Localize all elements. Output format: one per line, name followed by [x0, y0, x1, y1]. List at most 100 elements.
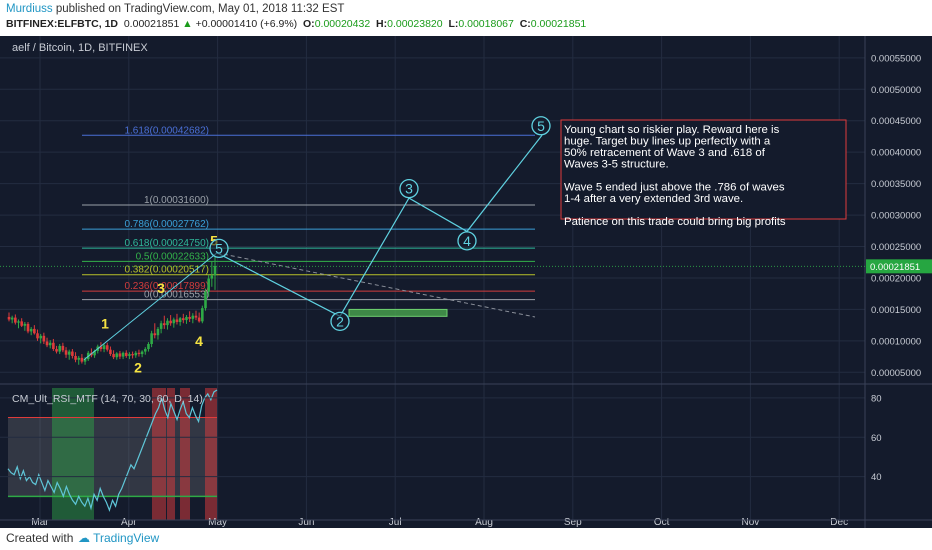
- x-tick-label: Mar: [31, 517, 49, 528]
- price-change: +0.00001410 (+6.9%): [195, 18, 298, 30]
- x-tick-label: Sep: [564, 517, 582, 528]
- created-with-label: Created with: [6, 531, 74, 545]
- projection-label-3: 3: [405, 181, 413, 197]
- annotation-border: [560, 119, 847, 220]
- y-tick-label: 0.00020000: [871, 273, 921, 284]
- candle-body: [175, 319, 179, 322]
- annotation-line: Wave 5 ended just above the .786 of wave…: [564, 182, 785, 194]
- candle-body: [137, 352, 141, 355]
- candle-body: [182, 318, 185, 321]
- open-label: O:: [303, 18, 315, 30]
- annotation-line: Young chart so riskier play. Reward here…: [564, 124, 780, 136]
- annotation-line: 50% retracement of Wave 3 and .618 of: [564, 147, 766, 159]
- annotation-box[interactable]: Young chart so riskier play. Reward here…: [560, 119, 847, 228]
- projection-circle: [457, 231, 477, 251]
- candle-body: [213, 266, 217, 276]
- x-tick-label: Jul: [389, 517, 402, 528]
- rsi-tick-label: 80: [871, 393, 882, 404]
- candle-body: [17, 321, 20, 323]
- low-value: 0.00018067: [458, 18, 514, 30]
- candle-body: [23, 323, 27, 326]
- fib-level-label: 0.236(0.00017899): [124, 281, 209, 292]
- candle-body: [64, 350, 68, 355]
- publish-info: published on TradingView.com, May 01, 20…: [52, 3, 345, 15]
- tradingview-logo[interactable]: ☁ TradingView: [78, 531, 159, 545]
- low-label: L:: [448, 18, 459, 30]
- candle-body: [29, 328, 33, 332]
- candlestick-series: [7, 254, 217, 365]
- high-label: H:: [376, 18, 388, 30]
- x-tick-label: Jun: [298, 517, 314, 528]
- candle-body: [105, 345, 109, 350]
- tradingview-logo-icon: ☁: [78, 531, 90, 545]
- rsi-overbought-zone: [180, 388, 190, 520]
- candle-body: [109, 349, 112, 355]
- candle-body: [55, 349, 58, 352]
- author-link[interactable]: Murdiuss: [6, 3, 53, 15]
- candle-body: [80, 357, 84, 362]
- up-triangle-icon: ▲: [182, 18, 193, 30]
- candle-body: [172, 319, 176, 324]
- candle-body: [166, 320, 169, 326]
- candle-body: [207, 278, 210, 292]
- candle-body: [14, 317, 17, 323]
- projection-circle: [209, 238, 229, 259]
- candle-body: [128, 354, 131, 356]
- candle-body: [204, 291, 207, 309]
- candle-body: [210, 275, 214, 279]
- candle-body: [10, 317, 14, 320]
- wave-label-4: 4: [195, 333, 203, 349]
- buy-zone[interactable]: [348, 308, 448, 317]
- candle-body: [45, 341, 49, 346]
- x-tick-label: May: [208, 517, 227, 528]
- chart-title: aelf / Bitcoin, 1D, BITFINEX: [12, 42, 148, 54]
- x-tick-label: Nov: [742, 517, 760, 528]
- candle-body: [197, 317, 201, 322]
- y-tick-label: 0.00040000: [871, 148, 921, 159]
- x-tick-label: Aug: [475, 517, 493, 528]
- candle-body: [33, 328, 36, 334]
- dashed-trend-line: [216, 252, 536, 318]
- rsi-line: [7, 389, 218, 512]
- candle-body: [153, 333, 157, 336]
- symbol-label: BITFINEX:ELFBTC, 1D: [6, 18, 118, 30]
- last-price-tag: [866, 259, 932, 274]
- candle-body: [124, 352, 128, 356]
- y-tick-label: 0.00055000: [871, 53, 921, 64]
- candle-body: [188, 316, 191, 319]
- open-value: 0.00020432: [314, 18, 371, 30]
- close-value: 0.00021851: [530, 18, 587, 30]
- fib-level-label: 0.786(0.00027762): [124, 219, 209, 230]
- candle-body: [121, 352, 125, 357]
- high-value: 0.00023820: [387, 18, 443, 30]
- annotation-line: Patience on this trade could bring big p…: [564, 216, 786, 228]
- wave-label-1: 1: [101, 315, 109, 331]
- price-chart[interactable]: 1.618(0.00042682) 1(0.00031600) 0.786(0.00…: [0, 36, 932, 528]
- rsi-overbought-zone: [205, 388, 217, 520]
- candle-body: [112, 354, 115, 358]
- close-label: C:: [519, 18, 531, 30]
- candle-body: [58, 345, 62, 352]
- candle-body: [162, 323, 166, 326]
- candle-body: [178, 318, 182, 322]
- candle-body: [201, 308, 204, 322]
- wave-1-5-line: [83, 252, 218, 361]
- wave-label-2: 2: [134, 359, 142, 375]
- candle-body: [102, 345, 106, 350]
- candle-body: [7, 316, 11, 320]
- projection-circle: [531, 116, 551, 136]
- fib-level-label: 0.382(0.00020517): [124, 265, 209, 276]
- projection-circle: [399, 179, 419, 199]
- y-tick-label: 0.00045000: [871, 116, 921, 127]
- candle-body: [118, 353, 122, 357]
- candle-body: [194, 315, 198, 318]
- candle-body: [36, 333, 39, 339]
- candle-body: [26, 323, 30, 332]
- axes: Mar Apr May Jun Jul Aug Sep Oct Nov Dec 0.00005000…: [0, 36, 932, 528]
- wave-drawings[interactable]: 1234552345: [83, 116, 551, 376]
- y-tick-label: 0.00005000: [871, 368, 921, 379]
- fibonacci-retracement[interactable]: 1.618(0.00042682) 1(0.00031600) 0.786(0.00…: [82, 125, 536, 318]
- candle-body: [147, 344, 150, 350]
- candle-body: [131, 354, 134, 356]
- rsi-overbought-zone: [167, 388, 175, 520]
